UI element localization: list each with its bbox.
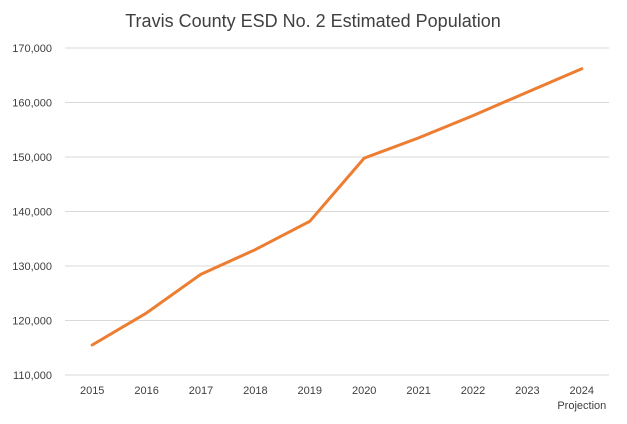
x-tick-label: 2022	[461, 385, 485, 397]
y-tick-label: 130,000	[12, 261, 52, 273]
x-tick-label: 2021	[406, 385, 430, 397]
chart-title: Travis County ESD No. 2 Estimated Popula…	[125, 11, 501, 31]
y-tick-label: 120,000	[12, 316, 52, 328]
x-axis-tick-labels: 2015 2016 2017 2018 2019 2020 2021 2022 2023 2024…	[80, 385, 606, 412]
x-tick-label: 2020	[352, 385, 376, 397]
y-axis-tick-labels: 110,000 120,000 130,000 140,000 150,000 160,0…	[12, 43, 52, 382]
x-tick-label: 2017	[189, 385, 213, 397]
x-tick-label: 2016	[134, 385, 158, 397]
y-tick-label: 160,000	[12, 98, 52, 110]
gridlines	[65, 47, 609, 376]
y-tick-label: 140,000	[12, 207, 52, 219]
y-tick-label: 170,000	[12, 43, 52, 55]
y-tick-label: 110,000	[13, 370, 52, 382]
x-tick-label: 2018	[243, 385, 267, 397]
x-tick-label: 2015	[80, 385, 104, 397]
x-tick-sublabel: Projection	[557, 400, 606, 412]
y-tick-label: 150,000	[12, 152, 52, 164]
x-tick-label: 2023	[515, 385, 539, 397]
series-layer	[90, 67, 584, 347]
x-tick-label: 2024	[570, 385, 594, 397]
x-tick-label: 2019	[298, 385, 322, 397]
series-line	[90, 67, 584, 347]
